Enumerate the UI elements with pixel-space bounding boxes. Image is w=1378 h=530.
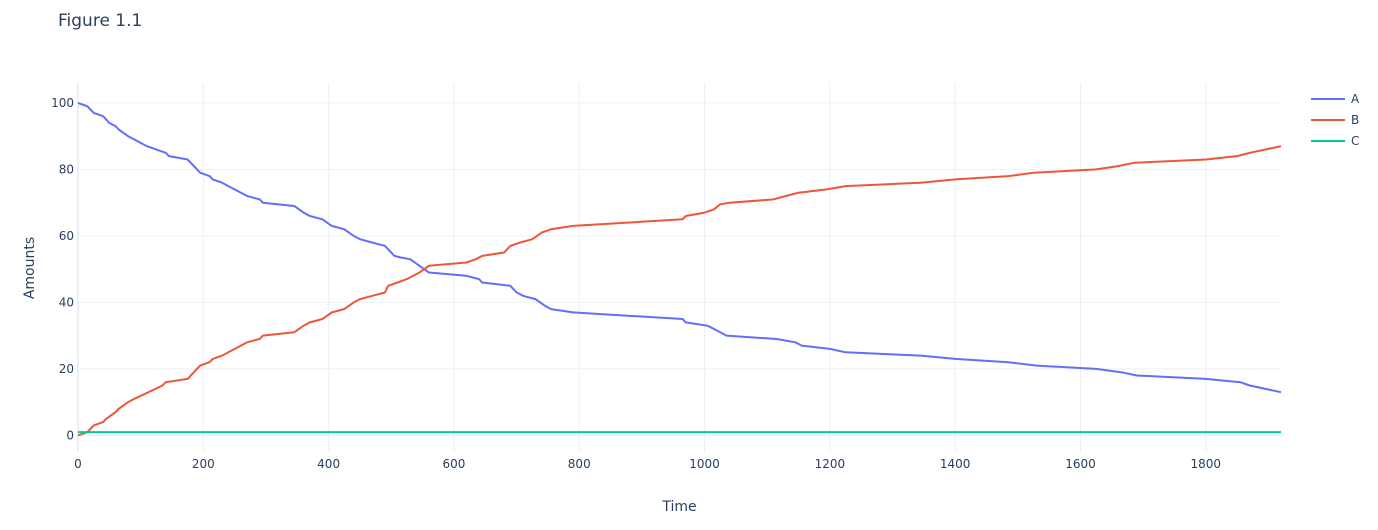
x-axis-title: Time: [661, 499, 696, 515]
x-axis: 0 200 400 600 800 1000 1200 1400 1600 1800: [74, 457, 1221, 471]
legend-label: B: [1351, 113, 1359, 127]
x-tick-label: 600: [442, 457, 465, 471]
y-tick-label: 100: [51, 96, 74, 110]
y-tick-label: 0: [66, 428, 74, 442]
legend-label: C: [1351, 134, 1359, 148]
x-tick-label: 1000: [689, 457, 720, 471]
legend: ABC: [1311, 92, 1360, 148]
legend-item-a[interactable]: A: [1311, 92, 1360, 106]
series-line-a: [77, 101, 1282, 394]
y-tick-label: 60: [59, 229, 74, 243]
y-tick-label: 80: [59, 162, 74, 176]
y-tick-label: 40: [59, 295, 74, 309]
legend-label: A: [1351, 92, 1360, 106]
x-tick-label: 0: [74, 457, 82, 471]
grid-lines: [77, 83, 1281, 452]
y-axis-title: Amounts: [22, 237, 38, 299]
y-tick-label: 20: [59, 362, 74, 376]
y-axis: 0 20 40 60 80 100: [51, 96, 74, 442]
x-tick-label: 1200: [815, 457, 846, 471]
chart-title: Figure 1.1: [58, 11, 142, 31]
series-line-b: [77, 145, 1282, 437]
x-tick-label: 1600: [1065, 457, 1096, 471]
x-tick-label: 1800: [1191, 457, 1222, 471]
x-tick-label: 200: [192, 457, 215, 471]
legend-item-b[interactable]: B: [1311, 113, 1359, 127]
legend-item-c[interactable]: C: [1311, 134, 1359, 148]
x-tick-label: 1400: [940, 457, 971, 471]
x-tick-label: 800: [568, 457, 591, 471]
x-tick-label: 400: [317, 457, 340, 471]
plot-area: [77, 101, 1282, 437]
